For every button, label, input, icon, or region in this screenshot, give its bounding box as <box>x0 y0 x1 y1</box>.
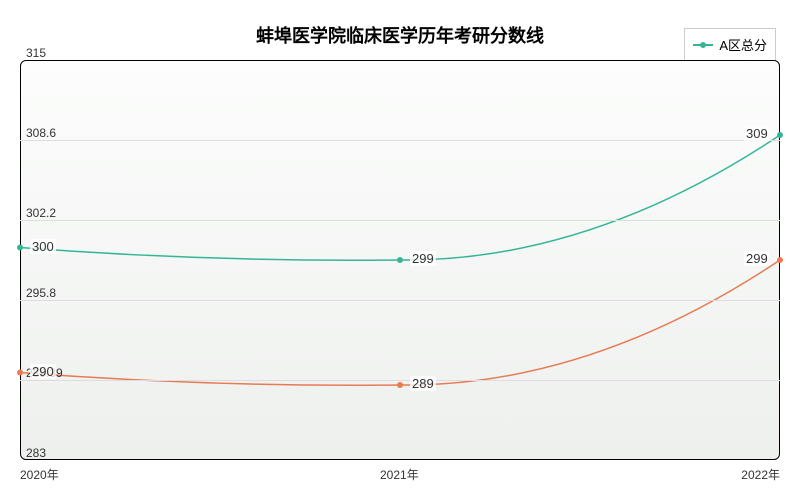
grid-line <box>20 380 780 381</box>
chart-container: 蚌埠医学院临床医学历年考研分数线 A区总分 B区总分 283289.39295.… <box>0 0 800 500</box>
y-axis-label: 295.8 <box>26 286 56 300</box>
data-label: 289 <box>410 376 436 391</box>
data-label: 299 <box>744 251 770 266</box>
legend-label-a: A区总分 <box>719 35 767 54</box>
data-label: 299 <box>410 251 436 266</box>
data-label: 309 <box>744 126 770 141</box>
y-axis-label: 315 <box>26 46 46 60</box>
grid-line <box>20 140 780 141</box>
legend-item-a: A区总分 <box>693 35 767 54</box>
x-axis-label: 2022年 <box>741 466 780 483</box>
x-axis-label: 2021年 <box>380 466 419 483</box>
data-label: 290 <box>30 364 56 379</box>
legend-swatch-a <box>693 44 713 46</box>
y-axis-label: 283 <box>26 446 46 460</box>
x-axis-label: 2020年 <box>20 466 59 483</box>
data-label: 300 <box>30 239 56 254</box>
grid-line <box>20 300 780 301</box>
y-axis-label: 308.6 <box>26 126 56 140</box>
plot-area <box>20 60 780 460</box>
chart-title: 蚌埠医学院临床医学历年考研分数线 <box>0 22 800 48</box>
grid-line <box>20 220 780 221</box>
y-axis-label: 302.2 <box>26 206 56 220</box>
